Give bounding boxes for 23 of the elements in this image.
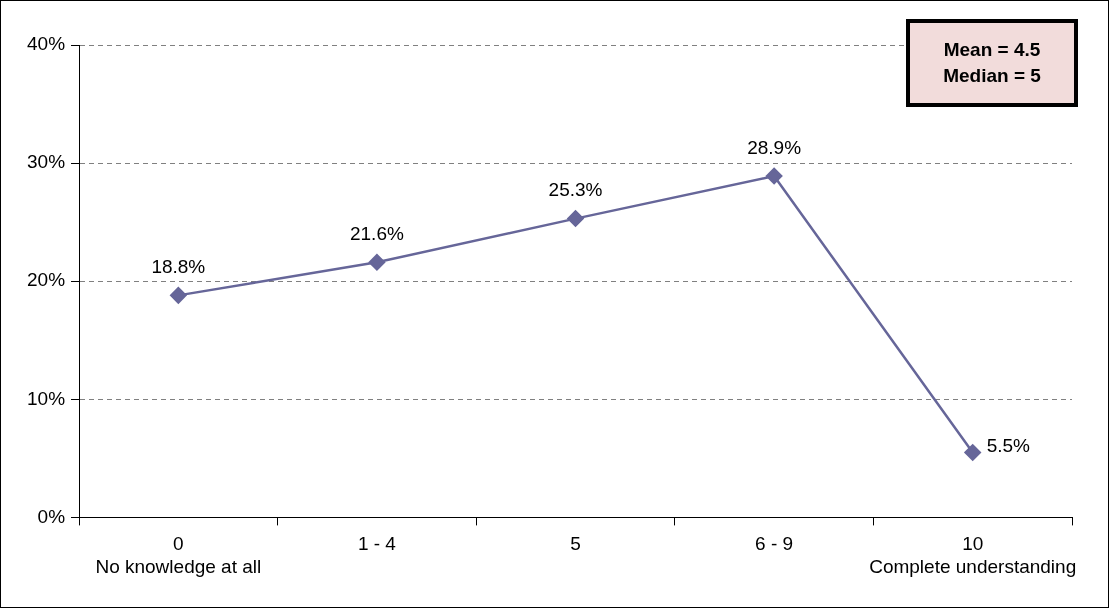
point: [170, 287, 187, 304]
note-box: Mean = 4.5 Median = 5: [906, 19, 1078, 107]
y-tick-label: 10%: [27, 387, 66, 409]
x-tick-label: 0 No knowledge at all: [95, 533, 262, 577]
annotation: Mean = 4.5: [942, 38, 1042, 62]
point: [765, 167, 783, 185]
y-tick-label: 20%: [27, 269, 66, 291]
point: [964, 444, 981, 461]
data-label: 5.5%: [986, 434, 1031, 456]
x-tick-label: 5: [570, 533, 581, 555]
data-label: 21.6%: [349, 223, 404, 245]
y-tick-label: 0%: [37, 505, 66, 527]
data-label: 28.9%: [747, 136, 802, 158]
x-tick-label: 10 Complete understanding: [869, 533, 1077, 577]
data-label: 18.8%: [151, 256, 206, 278]
x-tick-label: 6 - 9: [755, 533, 794, 555]
x-tick-label: 1 - 4: [357, 533, 397, 555]
annotation: Median = 5: [942, 64, 1042, 88]
data-label: 25.3%: [548, 179, 603, 201]
point: [567, 210, 584, 227]
y-tick-label: 30%: [27, 151, 66, 173]
point: [368, 254, 386, 271]
y-tick-label: 40%: [27, 33, 66, 55]
